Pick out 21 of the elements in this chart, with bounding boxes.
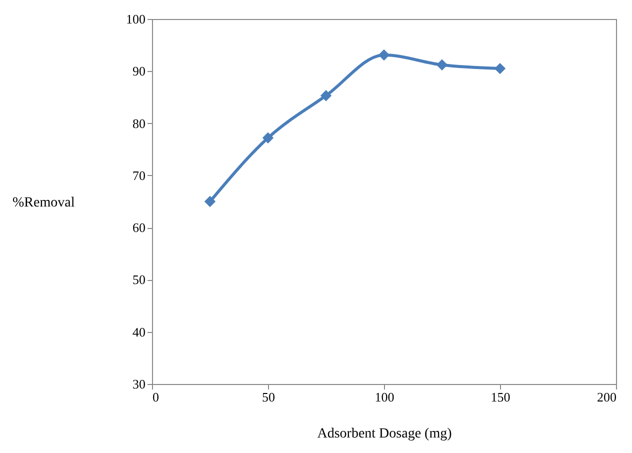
y-tick-label: 40 [132, 324, 146, 340]
x-tick-label: 50 [262, 390, 275, 404]
point [436, 60, 448, 70]
point [262, 132, 274, 144]
y-tick-label: 50 [132, 272, 146, 288]
point [320, 90, 332, 101]
y-tick-label: 100 [126, 12, 146, 26]
x-tick-label: 100 [374, 390, 394, 404]
point [204, 196, 216, 207]
x-tick-label: 200 [597, 390, 616, 404]
x-tick-label: 150 [490, 390, 510, 404]
y-axis-title: %Removal [12, 196, 75, 210]
y-tick-label: 80 [132, 116, 146, 131]
y-tick-label: 90 [132, 64, 146, 79]
x-tick-label: 0 [152, 390, 159, 404]
y-tick-label: 60 [132, 220, 146, 236]
y-tick-label: 30 [132, 376, 146, 392]
x-axis-title: Adsorbent Dosage (mg) [317, 426, 452, 442]
point [494, 63, 506, 74]
point [378, 50, 390, 60]
y-tick-label: 70 [132, 168, 146, 183]
